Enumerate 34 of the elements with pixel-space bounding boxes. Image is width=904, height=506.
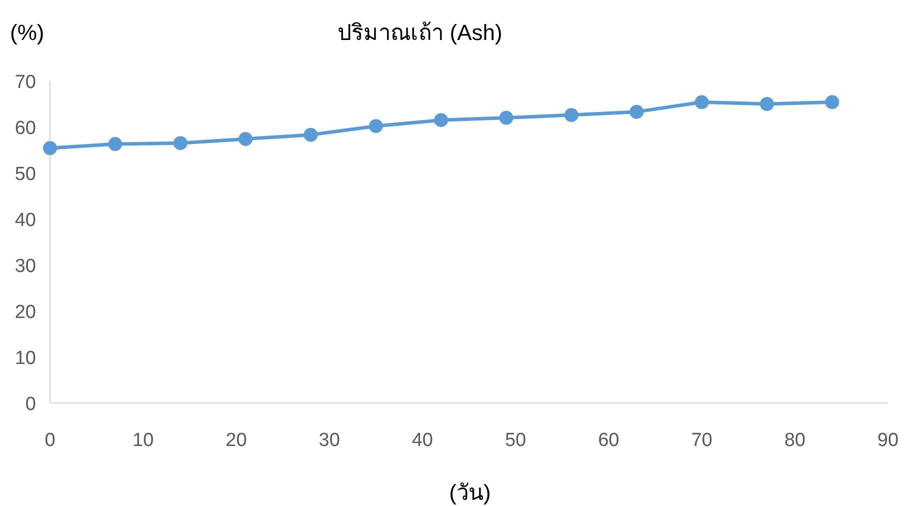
- x-axis-title: (วัน): [449, 480, 491, 505]
- point: [238, 132, 253, 146]
- x-tick-label: 90: [877, 430, 899, 451]
- x-tick-label: 80: [784, 430, 806, 451]
- x-tick-label: 70: [691, 430, 712, 451]
- point: [368, 119, 383, 134]
- chart-title: ปริมาณเถ้า (Ash): [338, 20, 502, 45]
- y-axis-title: (%): [10, 20, 44, 45]
- x-tick-label: 20: [226, 430, 247, 451]
- x-tick-label: 10: [132, 430, 154, 451]
- point: [499, 110, 514, 125]
- y-tick-label: 70: [14, 72, 36, 93]
- point: [760, 97, 774, 111]
- y-tick-label: 60: [14, 118, 36, 139]
- x-tick-label: 0: [44, 430, 56, 451]
- y-tick-label: 40: [14, 210, 36, 231]
- point: [694, 95, 709, 110]
- x-tick-label: 50: [504, 430, 526, 451]
- x-tick-label: 60: [598, 430, 620, 451]
- point: [108, 137, 122, 152]
- point: [43, 141, 57, 156]
- point: [434, 113, 448, 128]
- point: [825, 95, 840, 110]
- y-tick-label: 10: [14, 348, 36, 369]
- y-tick-label: 0: [25, 394, 36, 415]
- x-tick-label: 40: [412, 430, 434, 451]
- point: [630, 104, 644, 119]
- point: [173, 136, 188, 150]
- point: [304, 128, 318, 142]
- y-tick-label: 20: [14, 302, 36, 323]
- x-tick-label: 30: [318, 430, 340, 451]
- point: [564, 108, 578, 122]
- y-tick-label: 30: [14, 256, 36, 277]
- y-tick-label: 50: [14, 164, 36, 185]
